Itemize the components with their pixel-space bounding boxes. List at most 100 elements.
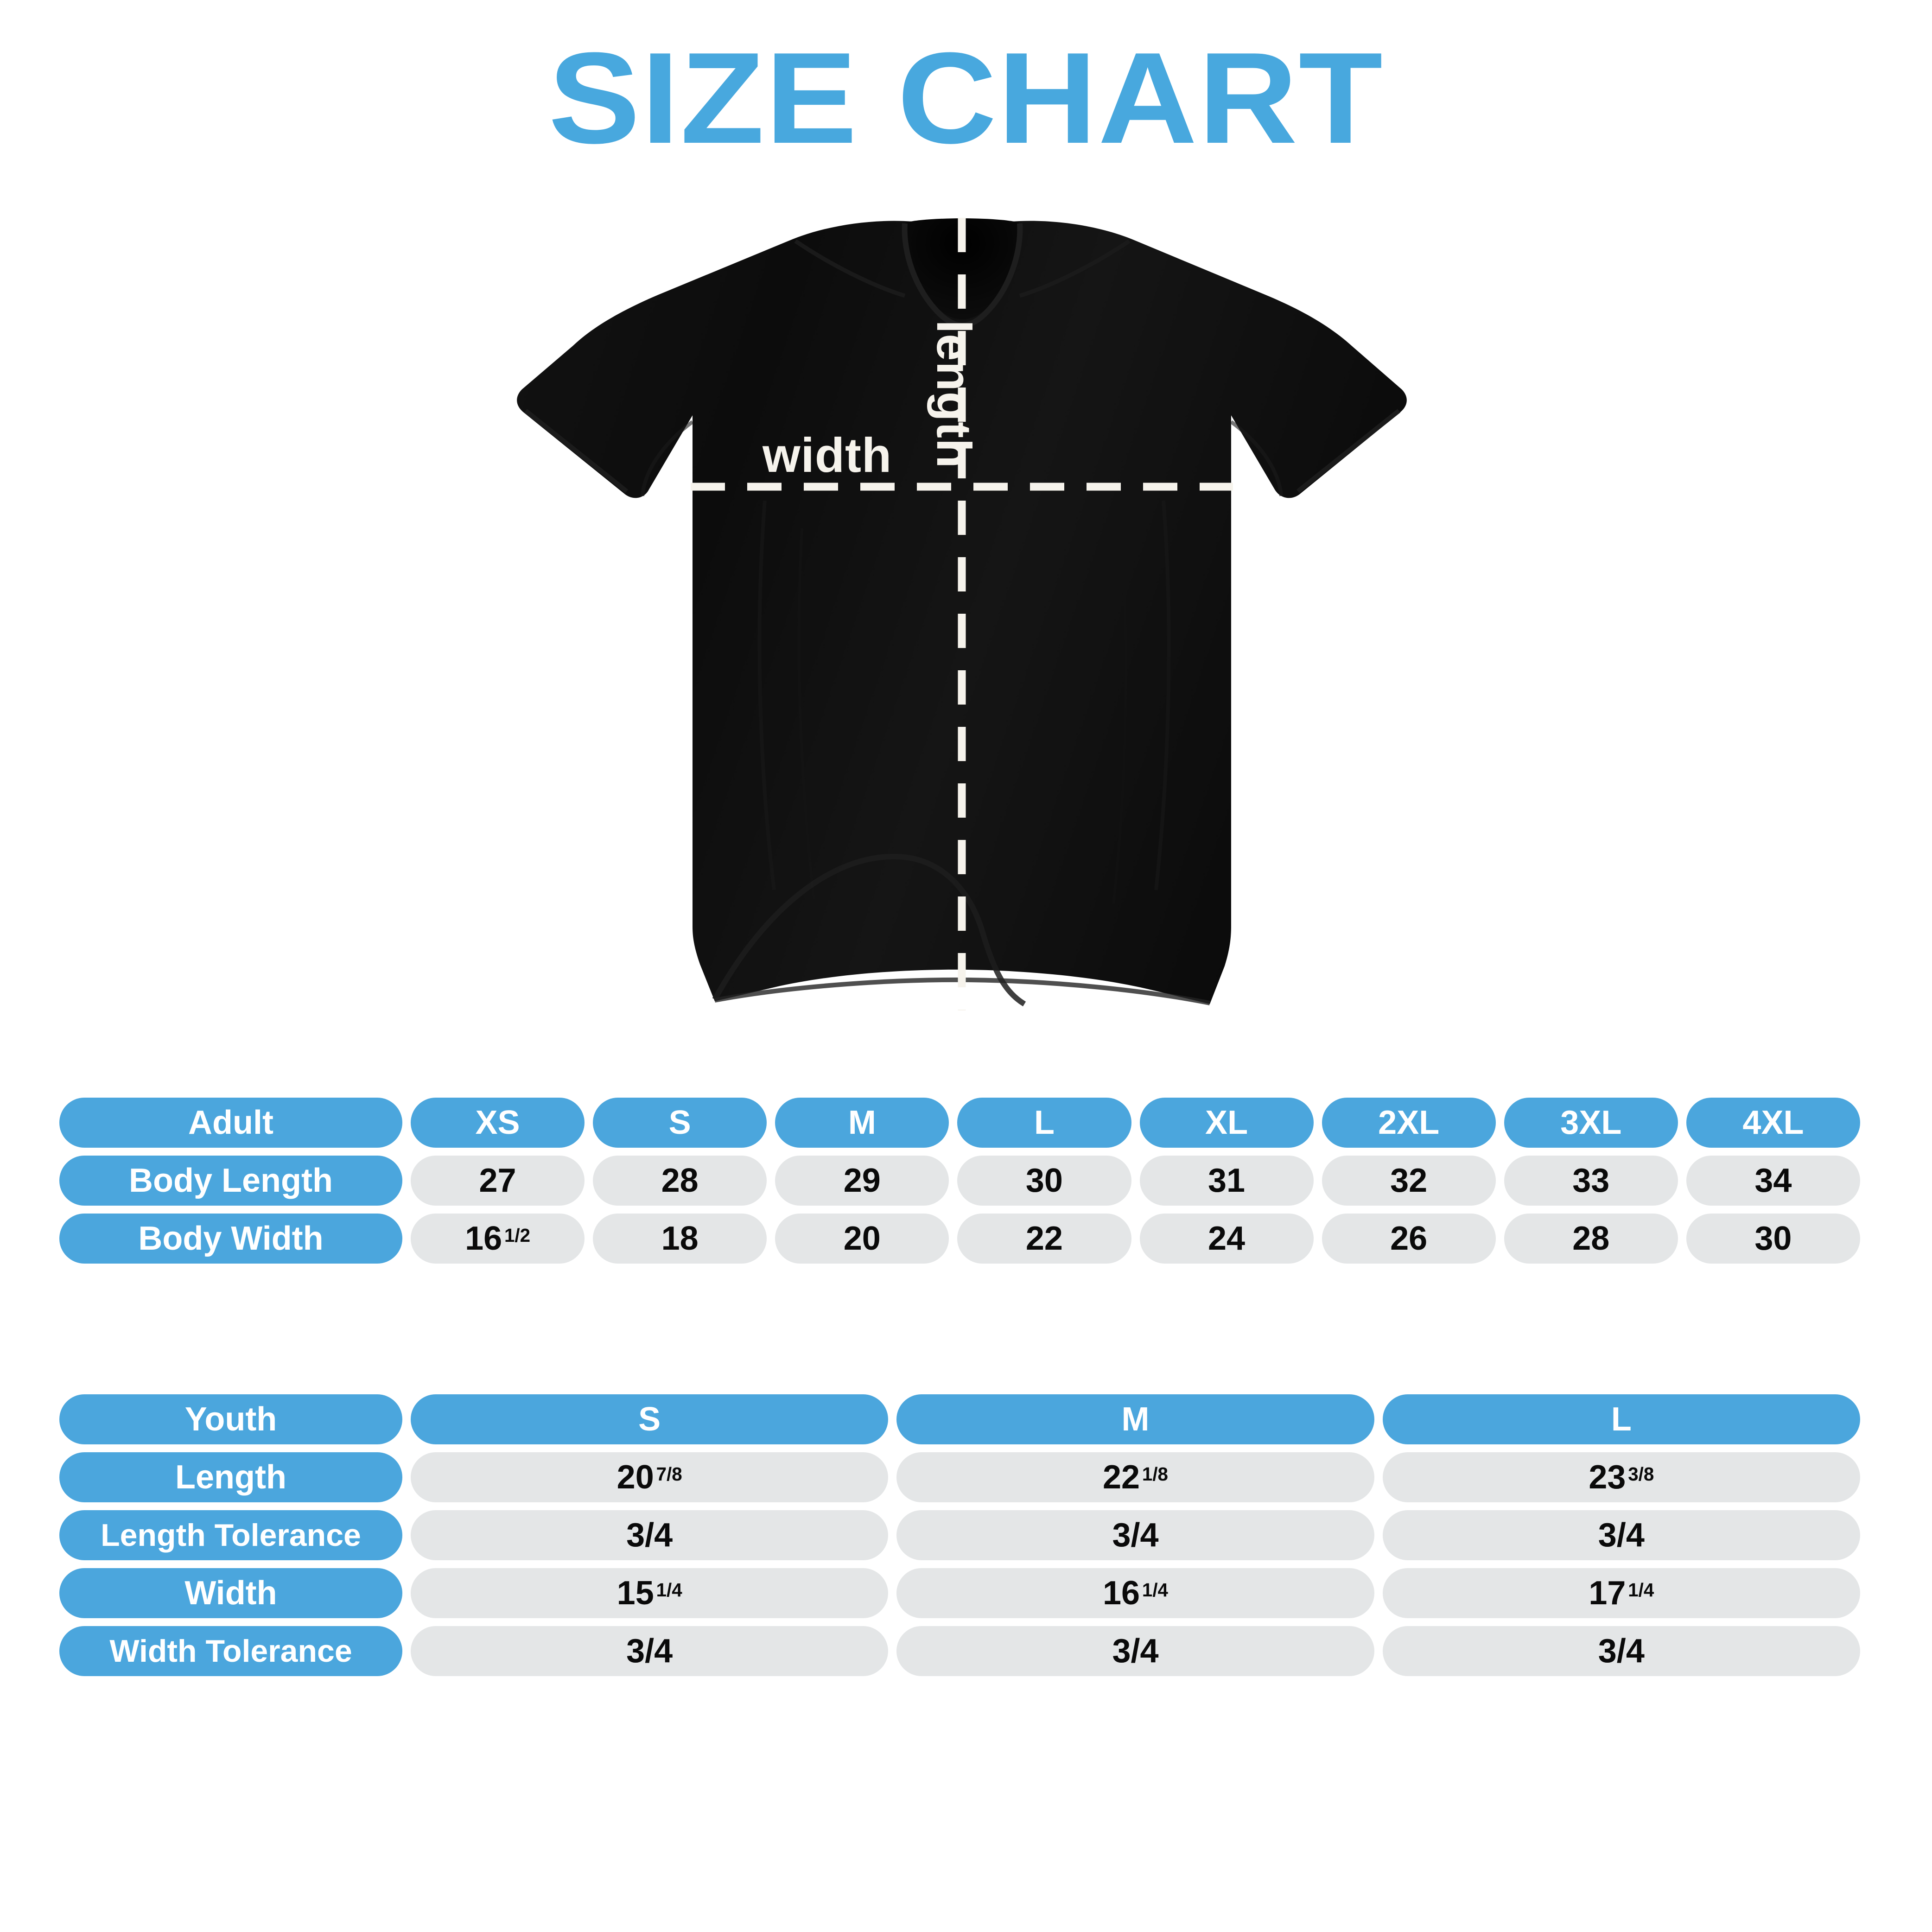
adult-col-4xl: 4XL [1686,1098,1860,1148]
adult-body-width-row: Body Width 16 1/2 18 20 22 24 26 28 30 [59,1214,1860,1264]
cell-fraction: 3/4 [626,1633,673,1670]
right-underarm-fold [1230,420,1283,496]
hem-drape-fold [712,853,1026,1007]
youth-col-l: L [1382,1394,1860,1444]
table-cell: 15 1/4 [411,1568,889,1618]
adult-col-xs: XS [411,1098,585,1148]
youth-size-table: Youth S M L Length 20 7/8 22 1/8 23 3/8 Len… [59,1394,1860,1676]
length-label: length [927,320,981,469]
cell-value: 26 [1390,1220,1428,1257]
table-cell: 3/4 [1382,1626,1860,1676]
cell-fraction: 3/4 [1112,1633,1159,1670]
left-shoulder-seam [794,239,906,298]
shirt-neck-opening [905,218,1019,319]
cell-whole: 15 [616,1575,654,1612]
cell-fraction: 1/4 [1628,1579,1654,1601]
youth-row-label-length: Length [59,1452,402,1502]
table-cell: 27 [411,1156,585,1206]
cell-value: 32 [1390,1162,1428,1199]
collar-ribbing [902,223,1023,328]
adult-table-label: Adult [59,1098,402,1148]
cell-value: 30 [1754,1220,1792,1257]
cell-value: 27 [479,1162,516,1199]
fold-left-2 [797,528,815,900]
table-cell: 33 [1504,1156,1678,1206]
cell-whole: 20 [616,1459,654,1496]
table-cell: 20 7/8 [411,1452,889,1502]
youth-row-label-width-tolerance: Width Tolerance [59,1626,402,1676]
table-cell: 16 1/4 [896,1568,1374,1618]
table-cell: 3/4 [896,1510,1374,1560]
adult-col-l: L [957,1098,1131,1148]
cell-whole: 16 [465,1220,502,1257]
cell-fraction: 1/4 [1142,1579,1168,1601]
adult-row-label-body-width: Body Width [59,1214,402,1264]
cell-whole: 17 [1589,1575,1626,1612]
cell-fraction: 1/8 [1142,1463,1168,1485]
youth-width-row: Width 15 1/4 16 1/4 17 1/4 [59,1568,1860,1618]
cell-fraction: 1/2 [504,1224,531,1246]
cell-value: 33 [1572,1162,1610,1199]
table-cell: 3/4 [411,1626,889,1676]
right-shoulder-seam [1019,239,1131,298]
cell-value: 22 [1025,1220,1063,1257]
adult-size-table: Adult XS S M L XL 2XL 3XL 4XL Body Lengt… [59,1098,1860,1264]
left-sleeve-hem [524,409,629,493]
cell-value: 31 [1208,1162,1246,1199]
table-cell: 3/4 [896,1626,1374,1676]
table-cell: 22 [957,1214,1131,1264]
youth-table-label: Youth [59,1394,402,1444]
table-cell: 28 [593,1156,767,1206]
youth-length-row: Length 20 7/8 22 1/8 23 3/8 [59,1452,1860,1502]
adult-col-2xl: 2XL [1322,1098,1496,1148]
table-cell: 24 [1139,1214,1314,1264]
cell-whole: 16 [1103,1575,1140,1612]
cell-value: 28 [661,1162,699,1199]
adult-col-3xl: 3XL [1504,1098,1678,1148]
youth-row-label-width: Width [59,1568,402,1618]
cell-value: 34 [1754,1162,1792,1199]
cell-value: 18 [661,1220,699,1257]
tshirt-svg [517,218,1407,1010]
cell-fraction: 3/8 [1628,1463,1654,1485]
table-cell: 32 [1322,1156,1496,1206]
table-cell: 22 1/8 [896,1452,1374,1502]
fold-left [757,500,776,890]
cell-fraction: 3/4 [626,1517,673,1554]
youth-col-s: S [411,1394,889,1444]
adult-col-s: S [593,1098,767,1148]
tshirt-illustration: width length [505,204,1409,1071]
table-cell: 16 1/2 [411,1214,585,1264]
cell-value: 24 [1208,1220,1246,1257]
adult-col-m: M [775,1098,949,1148]
table-cell: 29 [775,1156,949,1206]
width-label: width [763,428,892,483]
cell-fraction: 3/4 [1598,1517,1645,1554]
table-cell: 28 [1504,1214,1678,1264]
cell-fraction: 7/8 [656,1463,682,1485]
cell-fraction: 3/4 [1112,1517,1159,1554]
cell-value: 29 [843,1162,881,1199]
cell-fraction: 3/4 [1598,1633,1645,1670]
cell-whole: 23 [1589,1459,1626,1496]
table-cell: 3/4 [411,1510,889,1560]
table-cell: 30 [957,1156,1131,1206]
cell-value: 28 [1572,1220,1610,1257]
table-cell: 20 [775,1214,949,1264]
adult-col-xl: XL [1139,1098,1314,1148]
table-cell: 31 [1139,1156,1314,1206]
table-cell: 34 [1686,1156,1860,1206]
youth-length-tolerance-row: Length Tolerance 3/4 3/4 3/4 [59,1510,1860,1560]
adult-header-row: Adult XS S M L XL 2XL 3XL 4XL [59,1098,1860,1148]
right-sleeve-hem [1296,409,1401,493]
fold-right [1154,500,1171,890]
youth-header-row: Youth S M L [59,1394,1860,1444]
adult-row-label-body-length: Body Length [59,1156,402,1206]
shirt-body [517,221,1407,1004]
youth-row-label-length-tolerance: Length Tolerance [59,1510,402,1560]
bottom-hem-stitch [714,977,1210,1005]
table-cell: 23 3/8 [1382,1452,1860,1502]
left-underarm-fold [641,420,694,496]
table-cell: 30 [1686,1214,1860,1264]
